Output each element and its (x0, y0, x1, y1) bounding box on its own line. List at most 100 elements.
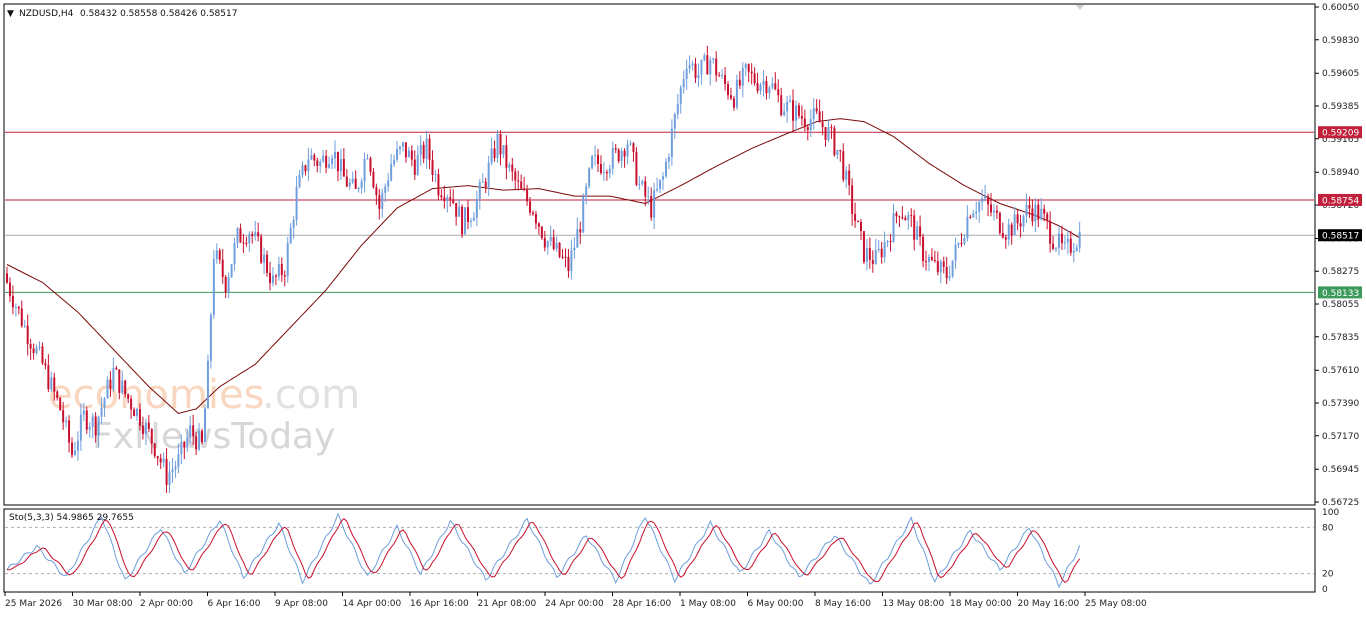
candle-body (889, 240, 892, 242)
candle-body (286, 243, 289, 277)
candle-body (245, 242, 248, 244)
candle-body (629, 143, 632, 145)
symbol-label: NZDUSD,H4 (19, 9, 74, 19)
candle-body (484, 181, 487, 188)
candle-body (41, 346, 44, 364)
candle-body (469, 220, 472, 222)
candle-body (854, 213, 857, 221)
candle-body (526, 189, 529, 202)
candle-body (443, 197, 446, 202)
candle-body (381, 192, 384, 209)
candle-body (277, 263, 280, 277)
candle-body (410, 150, 413, 160)
candle-body (1031, 208, 1034, 222)
candle-body (68, 420, 71, 443)
candle-body (549, 237, 552, 242)
candle-body (209, 314, 212, 361)
candle-body (868, 248, 871, 260)
candle-body (177, 454, 180, 467)
candle-body (59, 397, 62, 411)
candle-body (8, 282, 11, 296)
level-label-box (1318, 126, 1362, 139)
candle-body (345, 176, 348, 187)
candle-body (481, 181, 484, 183)
candle-body (833, 128, 836, 155)
candle-body (916, 226, 919, 240)
candle-body (472, 217, 475, 221)
x-tick-label: 14 Apr 00:00 (343, 599, 402, 609)
candle-body (35, 347, 38, 354)
candle-body (650, 196, 653, 218)
candle-body (990, 204, 993, 213)
watermark-dotcom: .com (262, 372, 360, 418)
candle-body (73, 450, 76, 455)
x-tick-label: 6 May 00:00 (748, 599, 804, 609)
candle-body (1004, 237, 1007, 240)
menu-triangle-icon[interactable]: ▼ (7, 9, 14, 19)
candle-body (718, 75, 721, 77)
candle-body (71, 442, 74, 455)
level-label-box (1318, 193, 1362, 206)
candle-body (434, 174, 437, 176)
candle-body (422, 144, 425, 159)
candle-body (892, 213, 895, 242)
x-tick-label: 28 Apr 16:00 (613, 599, 672, 609)
candle-body (945, 266, 948, 279)
candle-body (797, 105, 800, 116)
candle-body (703, 55, 706, 60)
candle-body (966, 216, 969, 239)
candle-body (697, 74, 700, 79)
candle-body (626, 144, 629, 157)
candle-body (505, 145, 508, 168)
candlestick-series (6, 45, 1081, 494)
candle-body (1025, 205, 1028, 216)
candle-body (1060, 233, 1063, 244)
candle-body (218, 250, 221, 260)
candle-body (283, 275, 286, 277)
level-label-resistance: 0.58754 (1322, 196, 1359, 206)
candle-body (1049, 220, 1052, 244)
candle-body (221, 259, 224, 277)
candle-body (490, 148, 493, 163)
candle-body (186, 437, 189, 448)
candle-body (688, 65, 691, 69)
candle-body (224, 276, 227, 293)
candle-body (750, 71, 753, 74)
candle-body (310, 155, 313, 160)
candle-body (812, 108, 815, 120)
candle-body (289, 227, 292, 244)
candle-body (295, 187, 298, 221)
candle-body (729, 95, 732, 99)
candle-body (1052, 243, 1055, 249)
x-tick-label: 1 May 08:00 (680, 599, 736, 609)
candle-body (895, 213, 898, 217)
candle-body (419, 144, 422, 155)
candle-body (597, 155, 599, 164)
candle-body (774, 83, 777, 90)
candle-body (20, 308, 23, 326)
candle-body (242, 242, 245, 244)
candle-body (50, 377, 53, 390)
candle-body (268, 272, 271, 284)
candle-body (401, 142, 404, 147)
candle-body (700, 59, 703, 75)
candle-body (274, 275, 277, 277)
candle-body (907, 214, 910, 221)
candle-body (611, 148, 614, 169)
candle-body (404, 142, 407, 158)
scroll-shift-marker-icon[interactable] (1076, 5, 1084, 10)
candle-body (721, 75, 724, 77)
candle-body (180, 441, 183, 455)
candle-body (307, 159, 310, 172)
candle-body (1010, 224, 1013, 236)
candle-body (845, 170, 848, 180)
candle-body (342, 158, 345, 177)
candle-body (573, 247, 576, 251)
candle-body (390, 164, 393, 181)
candle-body (821, 122, 824, 128)
candle-body (174, 466, 177, 470)
candle-body (138, 408, 141, 426)
candle-body (446, 197, 449, 202)
candle-body (100, 407, 103, 417)
